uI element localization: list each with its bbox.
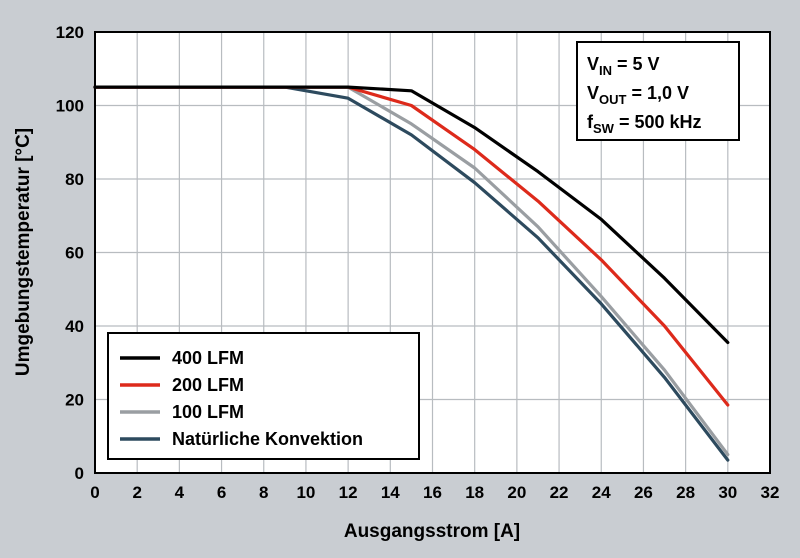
series-line-nat-rliche-konvektion (93, 85, 730, 462)
y-tick-label: 80 (65, 170, 84, 189)
parameter-box-frame (576, 41, 740, 141)
x-tick-label: 14 (381, 483, 400, 502)
grid (94, 31, 771, 474)
legend: 400 LFM 200 LFM 100 LFM Natürliche Konvekti… (107, 332, 420, 460)
legend-label: 400 LFM (172, 348, 244, 368)
x-tick-label: 18 (465, 483, 484, 502)
y-tick-labels: 0 20 40 60 80 100 120 (56, 23, 84, 483)
x-tick-label: 26 (634, 483, 653, 502)
x-tick-label: 16 (423, 483, 442, 502)
legend-label: 200 LFM (172, 375, 244, 395)
legend-label: Natürliche Konvektion (172, 429, 363, 449)
x-tick-label: 30 (718, 483, 737, 502)
x-tick-label: 0 (90, 483, 99, 502)
param-vout: VOUT = 1,0 V (587, 83, 689, 107)
y-tick-label: 20 (65, 391, 84, 410)
x-tick-label: 22 (550, 483, 569, 502)
y-tick-label: 120 (56, 23, 84, 42)
y-tick-label: 60 (65, 244, 84, 263)
param-fsw: fSW = 500 kHz (587, 112, 702, 136)
y-tick-label: 100 (56, 97, 84, 116)
x-tick-label: 2 (132, 483, 141, 502)
param-vin: VIN = 5 V (587, 54, 660, 78)
y-axis-title: Umgebungstemperatur [°C] (13, 128, 34, 376)
x-tick-label: 28 (676, 483, 695, 502)
plot-frame (94, 31, 771, 474)
x-tick-labels: 0 2 4 6 8 10 12 14 16 18 20 22 24 26 28 30 32 (90, 483, 779, 502)
legend-label: 100 LFM (172, 402, 244, 422)
x-tick-label: 20 (507, 483, 526, 502)
series-line-400-lfm (93, 85, 730, 345)
y-tick-label: 40 (65, 317, 84, 336)
x-tick-label: 12 (339, 483, 358, 502)
x-tick-label: 32 (761, 483, 780, 502)
x-tick-label: 6 (217, 483, 226, 502)
series-line-100-lfm (93, 85, 730, 457)
x-axis-title: Ausgangsstrom [A] (344, 521, 520, 542)
legend-items: 400 LFM 200 LFM 100 LFM Natürliche Konvekti… (120, 348, 363, 449)
series-line-200-lfm (93, 85, 730, 407)
series-lines (93, 85, 730, 462)
parameter-box: VIN = 5 V VOUT = 1,0 V fSW = 500 kHz (576, 41, 740, 141)
x-tick-label: 8 (259, 483, 268, 502)
x-tick-label: 10 (296, 483, 315, 502)
x-tick-label: 4 (175, 483, 185, 502)
y-tick-label: 0 (75, 464, 84, 483)
x-tick-label: 24 (592, 483, 611, 502)
